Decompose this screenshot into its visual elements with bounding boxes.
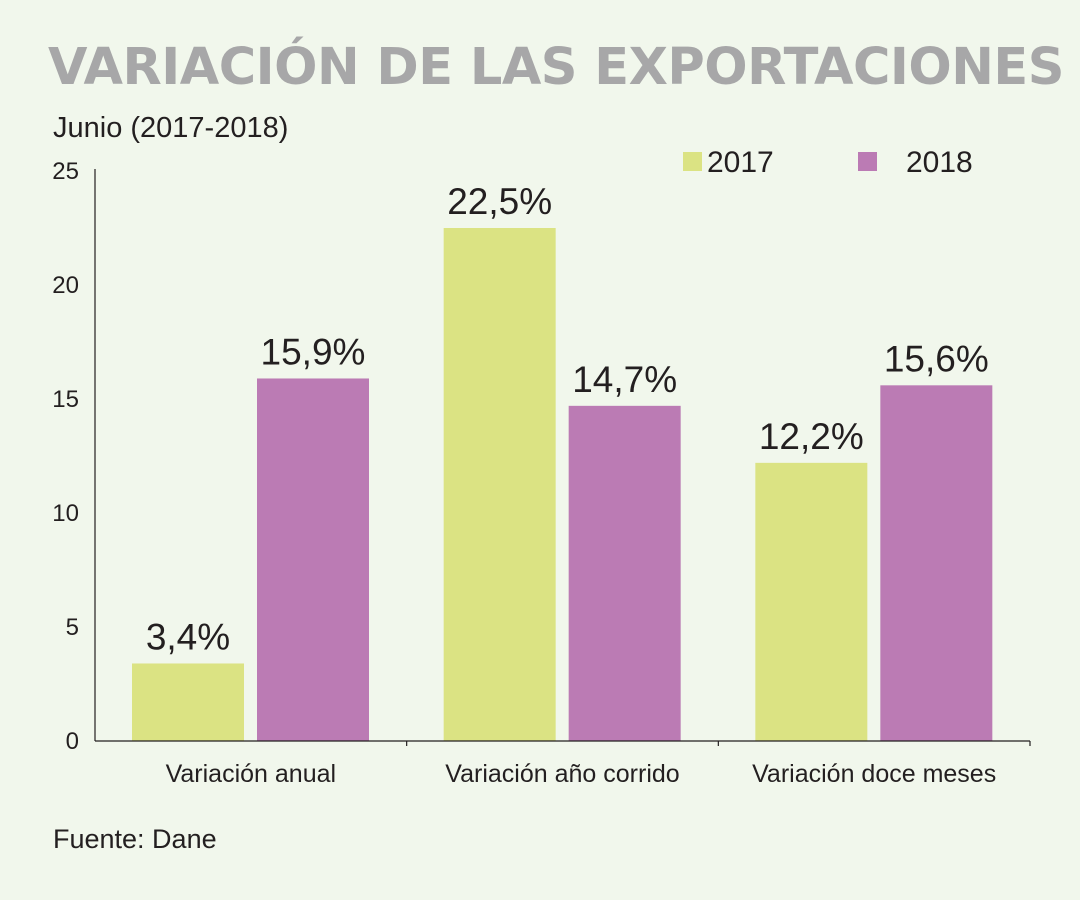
bar-2018 [257,378,369,741]
bar-2018 [568,405,681,741]
y-tick-label: 5 [66,614,79,641]
y-tick-label: 20 [52,272,79,299]
value-labels: 3,4% 22,5% 12,2% 15,9% 14,7% 15,6% [146,181,989,657]
bar-2017 [443,228,556,741]
legend-swatch-2017 [683,152,702,171]
bar-value-label: 22,5% [447,181,552,222]
chart-subtitle: Junio (2017-2018) [53,112,289,144]
x-axis: Variación anual Variación año corrido Vari… [95,740,1031,788]
y-axis: 0 5 10 15 20 25 [52,158,96,755]
bar-2018 [880,385,993,741]
legend-label-2018: 2018 [906,146,973,179]
bar-value-label: 15,6% [884,338,989,379]
legend-swatch-2018 [858,152,877,171]
y-tick-label: 10 [52,500,79,527]
bar-value-label: 3,4% [146,616,230,657]
bar-2017 [132,663,244,741]
x-category-label: Variación anual [166,760,336,788]
bar-value-label: 15,9% [261,331,366,372]
y-tick-label: 0 [66,728,79,755]
x-category-label: Variación doce meses [752,760,996,788]
bar-value-label: 14,7% [572,359,677,400]
chart-title: VARIACIÓN DE LAS EXPORTACIONES [48,38,1064,97]
bar-value-label: 12,2% [759,416,864,457]
y-tick-label: 15 [52,386,79,413]
x-category-label: Variación año corrido [445,760,679,788]
y-tick-label: 25 [52,158,79,185]
legend-label-2017: 2017 [707,146,774,179]
legend: 2017 2018 [683,146,973,179]
bars [132,228,993,741]
bar-2017 [755,462,868,741]
source-note: Fuente: Dane [53,824,217,854]
